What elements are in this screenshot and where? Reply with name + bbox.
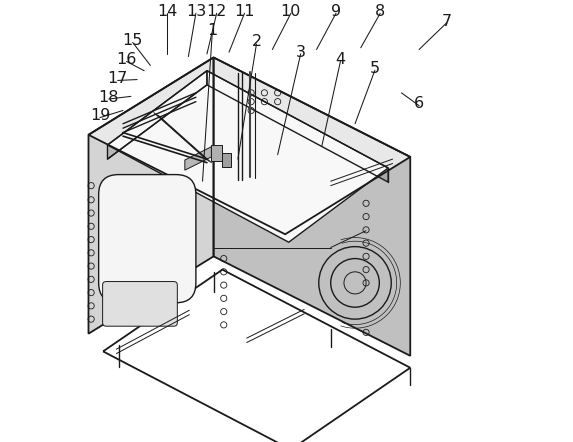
- Polygon shape: [108, 71, 207, 159]
- Text: 14: 14: [157, 4, 178, 19]
- Polygon shape: [214, 57, 410, 356]
- Bar: [211, 145, 222, 161]
- Polygon shape: [108, 71, 388, 242]
- Text: 4: 4: [335, 52, 346, 67]
- Text: 12: 12: [206, 4, 227, 19]
- Text: 1: 1: [207, 23, 217, 38]
- Text: 17: 17: [108, 71, 128, 86]
- Text: 15: 15: [123, 33, 143, 48]
- Bar: [222, 153, 231, 167]
- Text: 11: 11: [234, 4, 255, 19]
- Polygon shape: [88, 57, 410, 234]
- Text: 16: 16: [116, 52, 137, 67]
- Text: 8: 8: [375, 4, 385, 19]
- Text: 3: 3: [296, 45, 305, 60]
- Text: 10: 10: [281, 4, 301, 19]
- Text: 19: 19: [90, 108, 110, 123]
- FancyBboxPatch shape: [99, 175, 196, 303]
- Text: 18: 18: [99, 90, 119, 105]
- Text: 6: 6: [414, 96, 424, 111]
- Text: 13: 13: [186, 4, 206, 19]
- Polygon shape: [207, 71, 388, 182]
- Text: 5: 5: [370, 61, 380, 76]
- FancyBboxPatch shape: [103, 282, 177, 326]
- Text: 2: 2: [252, 34, 261, 50]
- Polygon shape: [185, 147, 211, 170]
- Text: 7: 7: [441, 14, 452, 29]
- Polygon shape: [88, 57, 214, 334]
- Text: 9: 9: [331, 4, 341, 19]
